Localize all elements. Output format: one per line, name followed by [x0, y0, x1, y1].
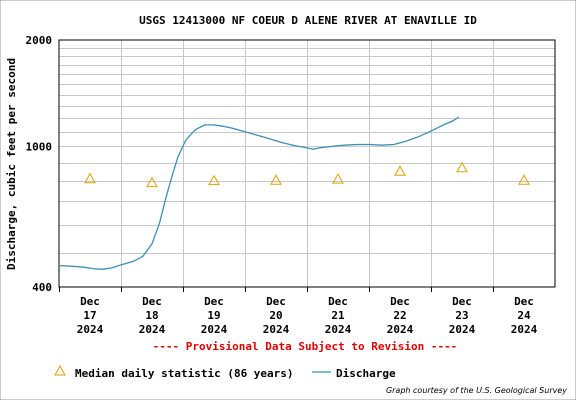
x-tick-label: Dec — [452, 295, 472, 308]
x-tick-label: 2024 — [449, 323, 476, 336]
x-tick-label: 2024 — [387, 323, 414, 336]
chart-grid — [59, 40, 555, 287]
x-tick-label: Dec — [142, 295, 162, 308]
legend-median-label: Median daily statistic (86 years) — [75, 367, 294, 380]
x-tick-label: Dec — [514, 295, 534, 308]
x-tick-label: 2024 — [77, 323, 104, 336]
median-triangle-marker — [456, 161, 468, 173]
x-axis: Dec172024Dec182024Dec192024Dec202024Dec2… — [59, 287, 538, 336]
plot-marks — [58, 116, 530, 270]
x-tick-label: 23 — [455, 309, 468, 322]
y-tick-label: 2000 — [26, 34, 53, 47]
x-tick-label: Dec — [204, 295, 224, 308]
x-tick-label: 2024 — [325, 323, 352, 336]
median-triangle-marker — [146, 176, 158, 188]
legend-triangle-icon — [54, 364, 66, 376]
y-axis: 2000 1000 400 — [26, 34, 53, 294]
x-tick-label: 19 — [207, 309, 220, 322]
x-tick-label: 17 — [83, 309, 96, 322]
x-tick-label: 2024 — [201, 323, 228, 336]
x-tick-label: Dec — [328, 295, 348, 308]
median-triangle-marker — [84, 172, 96, 184]
y-axis-label: Discharge, cubic feet per second — [5, 58, 18, 270]
median-triangle-marker — [394, 165, 406, 176]
y-tick-label: 1000 — [26, 140, 53, 153]
legend-discharge-label: Discharge — [336, 367, 396, 380]
legend: Median daily statistic (86 years) Discha… — [54, 364, 396, 380]
provisional-notice: ---- Provisional Data Subject to Revisio… — [153, 340, 458, 353]
x-tick-label: Dec — [390, 295, 410, 308]
y-tick-label: 400 — [32, 281, 52, 294]
usgs-credit: Graph courtesy of the U.S. Geological Su… — [386, 386, 567, 395]
discharge-line — [58, 116, 460, 270]
x-tick-label: Dec — [266, 295, 286, 308]
median-triangle-marker — [270, 174, 282, 185]
chart-title: USGS 12413000 NF COEUR D ALENE RIVER AT … — [139, 14, 477, 27]
median-triangle-marker — [518, 174, 530, 185]
x-tick-label: 2024 — [139, 323, 166, 336]
median-triangle-marker — [208, 174, 220, 186]
median-triangle-marker — [332, 173, 344, 184]
x-tick-label: 22 — [393, 309, 406, 322]
x-tick-label: 24 — [517, 309, 531, 322]
x-tick-label: 2024 — [263, 323, 290, 336]
x-tick-label: Dec — [80, 295, 100, 308]
x-tick-label: 2024 — [511, 323, 538, 336]
x-tick-label: 18 — [145, 309, 158, 322]
x-tick-label: 20 — [269, 309, 282, 322]
x-tick-label: 21 — [331, 309, 345, 322]
